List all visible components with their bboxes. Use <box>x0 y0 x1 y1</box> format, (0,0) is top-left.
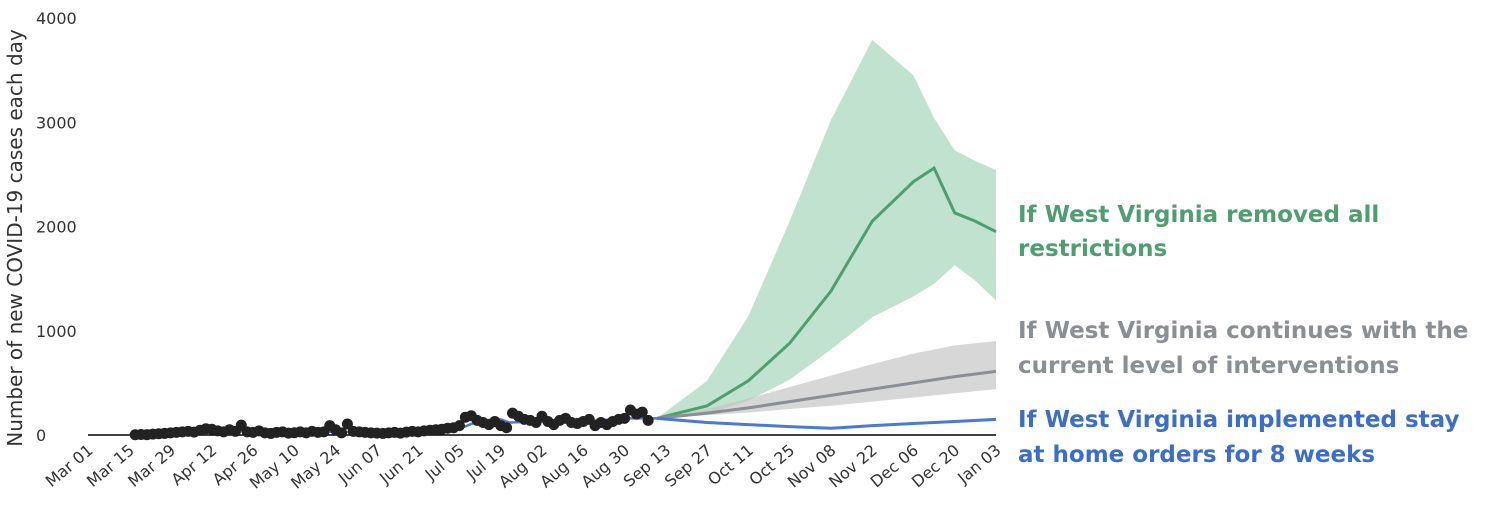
x-tick-label: Oct 11 <box>704 441 757 490</box>
y-tick-label: 4000 <box>36 9 77 28</box>
observed-points <box>129 404 654 441</box>
annotation-green-line2: restrictions <box>1018 236 1167 262</box>
x-tick-label: Jul 05 <box>421 441 468 485</box>
scenario-band-0 <box>656 39 996 419</box>
annotation-blue-line1: If West Virginia implemented stay <box>1018 407 1459 433</box>
x-tick-label: Jun 07 <box>334 441 386 489</box>
y-tick-label: 1000 <box>36 322 77 341</box>
scenario-line-2 <box>656 416 997 430</box>
observed-point <box>636 406 648 418</box>
x-tick-label: Jun 21 <box>375 441 427 489</box>
y-axis-label: Number of new COVID-19 cases each day <box>3 29 27 447</box>
observed-point <box>336 427 348 439</box>
x-tick-label: Mar 29 <box>124 441 179 491</box>
observed-point <box>501 422 513 434</box>
x-tick-label: Apr 12 <box>167 441 220 490</box>
annotation-blue-line2: at home orders for 8 weeks <box>1018 442 1375 468</box>
annotation-green-line1: If West Virginia removed all <box>1018 202 1379 228</box>
observed-point <box>453 420 465 432</box>
observed-point <box>341 418 353 430</box>
observed-point <box>642 414 654 426</box>
annotation-gray-line2: current level of interventions <box>1018 353 1399 379</box>
observed-point <box>619 412 631 424</box>
scenario-bands <box>656 39 996 429</box>
y-tick-label: 3000 <box>36 113 77 132</box>
annotation-gray-line1: If West Virginia continues with the <box>1018 318 1468 344</box>
y-tick-label: 2000 <box>36 218 77 237</box>
scenario-band-1 <box>656 341 996 419</box>
x-tick-label: Jan 03 <box>953 441 1004 488</box>
scenario-line-0 <box>656 165 997 420</box>
y-tick-label: 0 <box>36 426 46 445</box>
y-axis-ticks: 0 1000 2000 3000 4000 <box>36 9 77 445</box>
scenario-line-1 <box>656 369 997 420</box>
x-tick-label: Sep 27 <box>661 441 716 491</box>
